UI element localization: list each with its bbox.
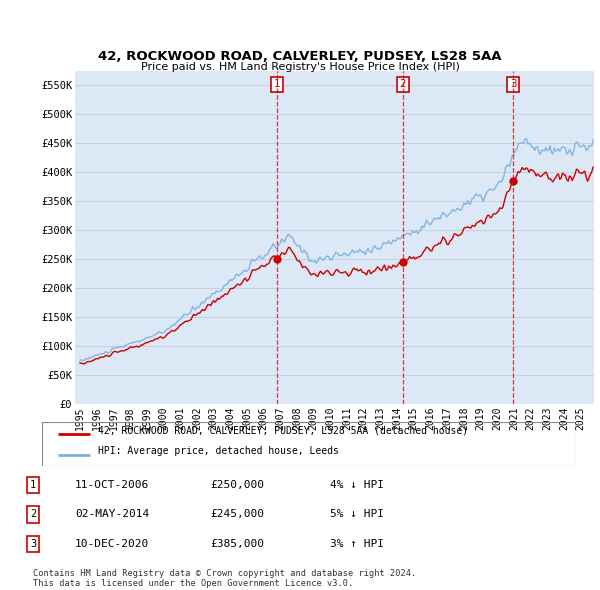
Text: 3% ↑ HPI: 3% ↑ HPI xyxy=(330,539,384,549)
Text: £250,000: £250,000 xyxy=(210,480,264,490)
Text: 42, ROCKWOOD ROAD, CALVERLEY, PUDSEY, LS28 5AA: 42, ROCKWOOD ROAD, CALVERLEY, PUDSEY, LS… xyxy=(98,50,502,63)
Text: 11-OCT-2006: 11-OCT-2006 xyxy=(75,480,149,490)
Text: This data is licensed under the Open Government Licence v3.0.: This data is licensed under the Open Gov… xyxy=(33,579,353,588)
Text: HPI: Average price, detached house, Leeds: HPI: Average price, detached house, Leed… xyxy=(98,446,339,456)
Text: 4% ↓ HPI: 4% ↓ HPI xyxy=(330,480,384,490)
Text: 1: 1 xyxy=(274,79,280,89)
Text: 2: 2 xyxy=(399,79,406,89)
Text: Contains HM Land Registry data © Crown copyright and database right 2024.: Contains HM Land Registry data © Crown c… xyxy=(33,569,416,578)
Text: 3: 3 xyxy=(30,539,36,549)
Text: 10-DEC-2020: 10-DEC-2020 xyxy=(75,539,149,549)
Text: 42, ROCKWOOD ROAD, CALVERLEY, PUDSEY, LS28 5AA (detached house): 42, ROCKWOOD ROAD, CALVERLEY, PUDSEY, LS… xyxy=(98,425,468,435)
Text: 5% ↓ HPI: 5% ↓ HPI xyxy=(330,510,384,519)
Text: 02-MAY-2014: 02-MAY-2014 xyxy=(75,510,149,519)
Text: 2: 2 xyxy=(30,510,36,519)
Text: 3: 3 xyxy=(510,79,517,89)
Text: £385,000: £385,000 xyxy=(210,539,264,549)
Text: 1: 1 xyxy=(30,480,36,490)
Text: £245,000: £245,000 xyxy=(210,510,264,519)
Text: Price paid vs. HM Land Registry's House Price Index (HPI): Price paid vs. HM Land Registry's House … xyxy=(140,62,460,72)
